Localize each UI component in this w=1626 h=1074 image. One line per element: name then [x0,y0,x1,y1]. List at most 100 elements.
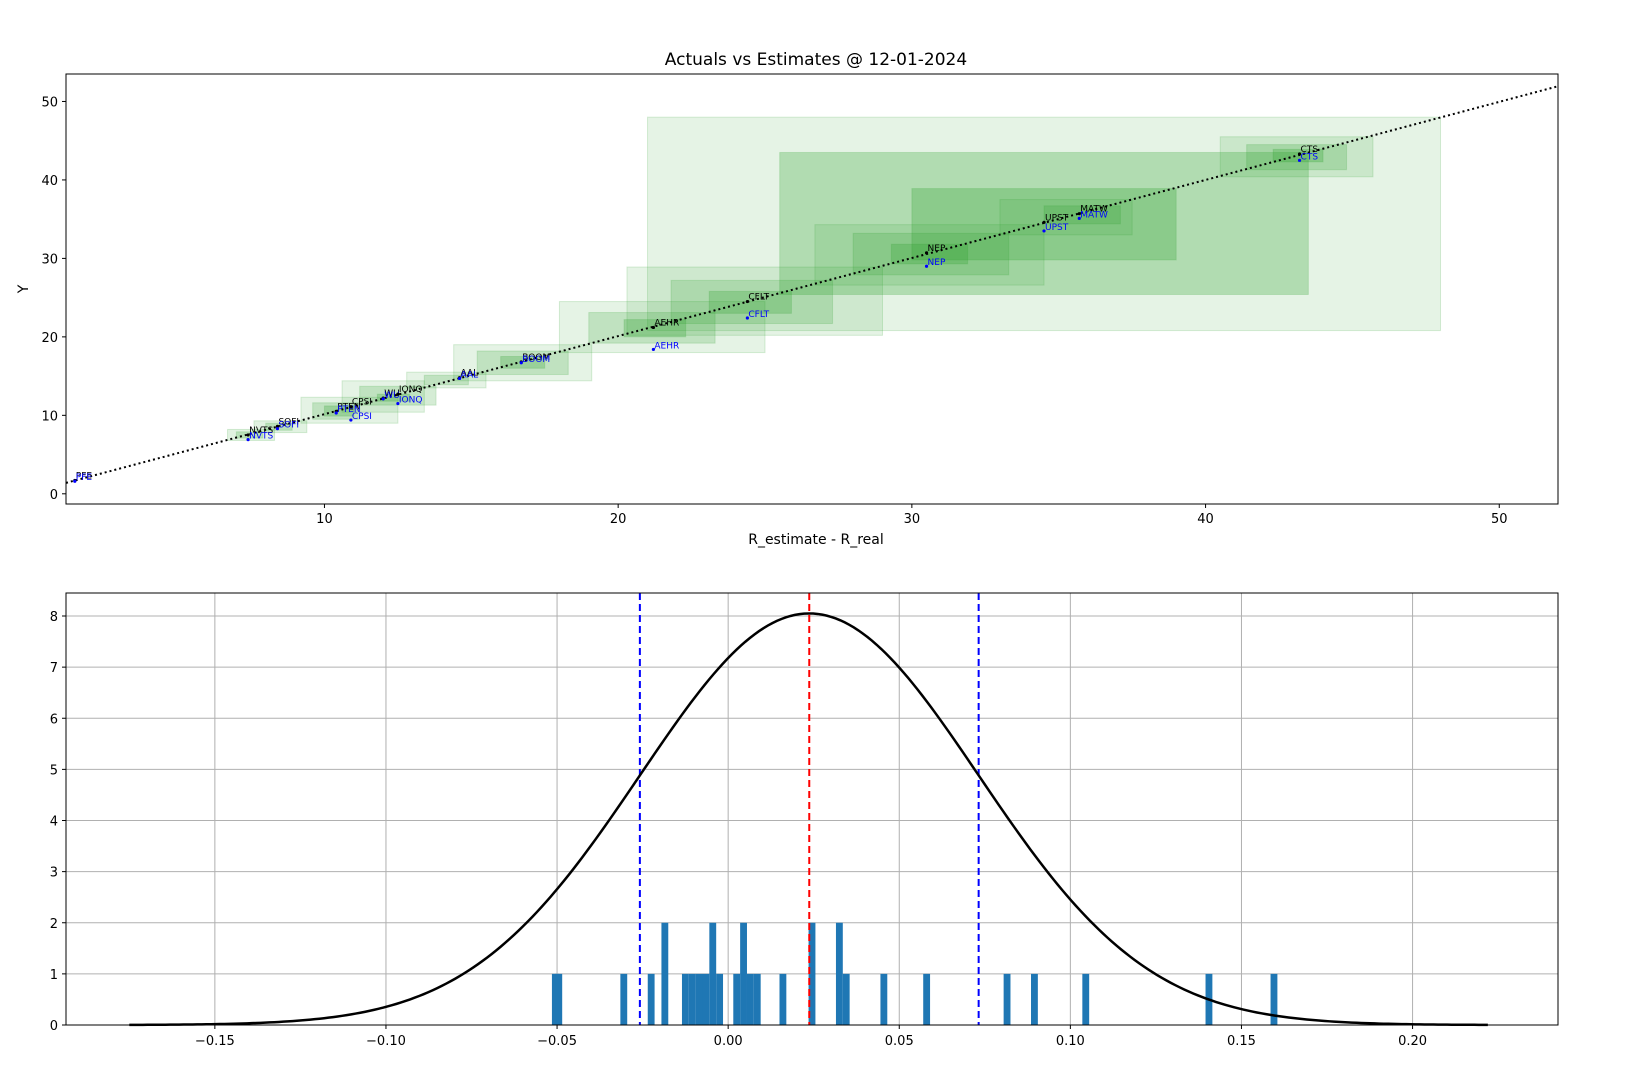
fit-line [66,85,1558,484]
estimate-marker [1297,158,1302,162]
histogram-bar [740,922,747,1025]
histogram-bar [880,973,888,1025]
y-tick-label: 0 [50,1019,58,1034]
x-tick-label: 30 [904,512,921,527]
actual-marker [1297,152,1302,156]
normal-curve [129,612,1488,1027]
estimate-label: AAL [461,370,479,380]
actual-marker [396,392,400,396]
actual-label: AEHR [654,318,679,328]
histogram-bar [733,973,741,1025]
estimate-label: CPSI [352,412,372,422]
actual-label: MATW [1080,205,1108,215]
range-box [626,266,883,336]
y-axis-ticks: 0 10 20 30 40 50 [41,95,66,503]
estimate-label: AEHR [654,341,679,351]
x-tick-label: 40 [1197,512,1214,527]
actual-marker [349,405,353,409]
estimate-label: WU [384,391,400,401]
estimate-label: CFLT [748,310,769,320]
histogram-bar [1270,973,1278,1025]
actual-label: SOFI [278,417,299,427]
y-tick-label: 1 [50,968,58,983]
histogram-bar [661,922,669,1025]
actual-label: AAL [461,369,479,379]
actual-marker [246,433,250,437]
histogram-bar [681,973,689,1025]
x-tick-label: 20 [610,512,627,527]
actual-marker [745,299,749,304]
x-tick-label: −0.10 [366,1034,406,1049]
range-box [670,279,834,325]
x-tick-label: −0.15 [195,1034,235,1049]
fit-line-path [66,85,1558,484]
histogram-bar [842,973,850,1025]
y-tick-label: 3 [50,866,58,881]
range-box [227,428,276,441]
estimate-marker [457,376,462,381]
range-box [323,405,355,417]
range-box [1219,136,1374,178]
histogram-bar [746,973,754,1025]
y-tick-label: 8 [50,610,58,625]
estimate-marker [334,411,338,415]
x-axis-ticks: 10 20 30 40 50 [316,504,1508,527]
y-tick-label: 5 [50,763,58,778]
range-box [558,301,766,354]
estimate-marker [1077,216,1081,220]
histogram-bar [555,973,563,1025]
estimate-label: NVTS [249,432,273,442]
y-tick-label: 50 [41,95,58,110]
estimate-marker [349,418,353,422]
histogram-bar [1003,973,1011,1025]
estimate-marker [73,479,77,483]
estimate-marker [519,361,523,365]
estimate-label: MATW [1080,210,1108,220]
grid-lines [66,593,1558,1026]
estimate-label: UPST [1045,223,1069,233]
x-tick-label: 0.10 [1056,1034,1085,1049]
actual-marker [275,424,280,428]
y-tick-label: 10 [41,409,58,424]
actual-label: IONQ [399,385,423,395]
range-box [852,232,1010,276]
histogram-bar [808,922,816,1025]
range-box [1246,144,1348,171]
estimate-marker [651,347,656,352]
histogram-bar [923,973,931,1025]
histogram-bar [647,973,655,1025]
range-box [779,151,1309,295]
range-box [300,396,399,424]
histogram-bar [620,973,628,1025]
y-axis-ticks: 0 1 2 3 4 5 6 7 8 [50,610,66,1034]
estimate-marker [1042,229,1046,233]
histogram-bar [709,922,717,1025]
range-box [814,224,1045,286]
y-tick-label: 30 [41,252,58,267]
x-axis-label: R_estimate - R_real [748,532,884,548]
range-box [708,290,792,314]
histogram-bar [716,973,724,1025]
actual-label: UPST [1045,213,1069,223]
actual-marker [651,325,656,330]
actual-label: CPSI [352,398,372,408]
actual-marker [1042,220,1046,224]
range-box [623,319,687,338]
y-tick-label: 6 [50,712,58,727]
range-box [376,393,411,402]
estimate-label: BOOM [522,355,550,365]
histogram-bar [1082,973,1090,1025]
y-axis-label: Y [16,284,32,294]
estimate-marker [924,264,929,268]
range-box [1043,205,1121,225]
chart-title: Actuals vs Estimates @ 12-01-2024 [665,50,967,70]
x-tick-label: 0.05 [885,1034,914,1049]
estimate-label: PFE [76,473,93,483]
y-tick-label: 40 [41,174,58,189]
x-tick-label: −0.05 [537,1034,577,1049]
